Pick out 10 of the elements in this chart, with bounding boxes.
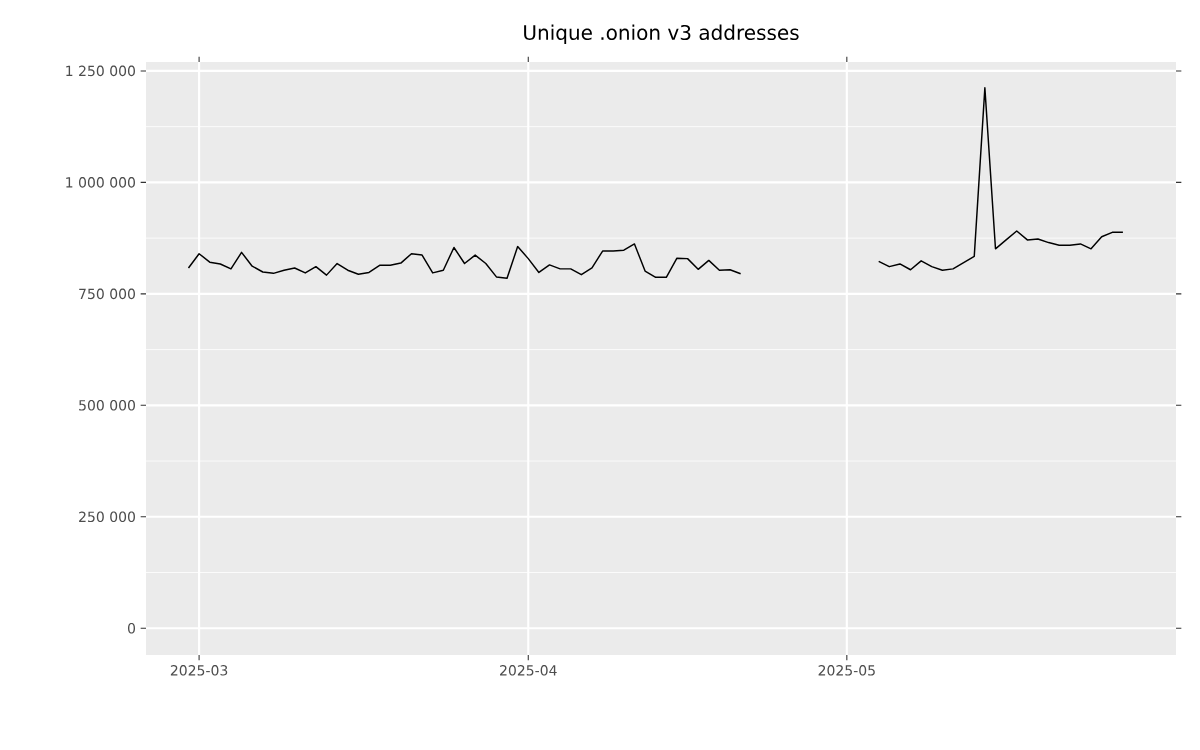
- x-tick-label: 2025-05: [818, 665, 875, 676]
- y-tick-label: 0: [127, 622, 136, 634]
- y-tick-label: 750 000: [79, 288, 135, 300]
- x-tick-label: 2025-03: [170, 665, 228, 676]
- y-tick-label: 1 000 000: [66, 177, 135, 188]
- y-tick-label: 250 000: [79, 511, 135, 523]
- chart-title: Unique .onion v3 addresses: [524, 24, 799, 44]
- y-tick-label: 1 250 000: [66, 65, 135, 77]
- y-tick-label: 500 000: [79, 400, 135, 411]
- x-tick-label: 2025-04: [500, 665, 557, 676]
